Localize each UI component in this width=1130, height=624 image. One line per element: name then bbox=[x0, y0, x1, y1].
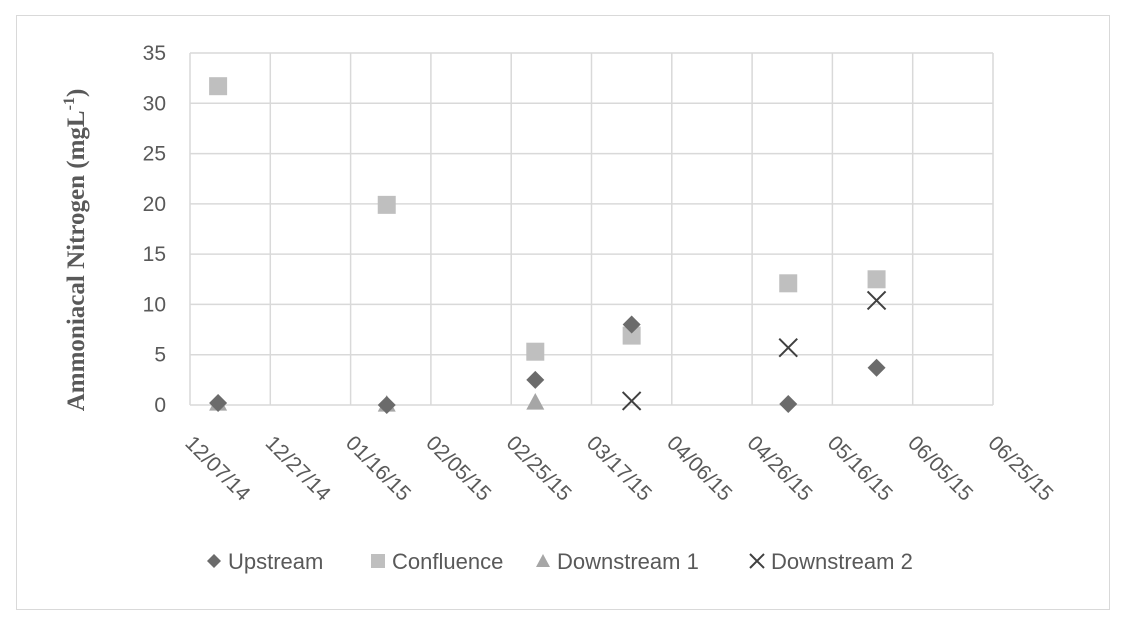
data-points bbox=[209, 77, 887, 414]
point-upstream bbox=[779, 394, 798, 413]
point-confluence bbox=[779, 274, 798, 293]
x-tick-label: 04/26/15 bbox=[743, 432, 817, 506]
point-downstream-2 bbox=[621, 391, 642, 411]
x-tick-label: 05/16/15 bbox=[823, 432, 897, 506]
y-tick-label: 5 bbox=[154, 344, 166, 367]
y-tick-label: 35 bbox=[143, 42, 166, 65]
y-axis-label-close: ) bbox=[63, 89, 90, 97]
x-tick-label: 04/06/15 bbox=[662, 432, 736, 506]
legend-marker-downstream-2 bbox=[749, 553, 765, 569]
point-confluence bbox=[867, 270, 886, 289]
point-upstream bbox=[377, 396, 396, 414]
x-tick-labels: 12/07/14 12/27/14 01/16/15 02/05/15 02/25/15… bbox=[180, 432, 1057, 506]
y-tick-label: 0 bbox=[154, 394, 166, 417]
y-tick-label: 20 bbox=[143, 193, 166, 216]
legend-label-confluence: Confluence bbox=[392, 549, 503, 574]
point-confluence bbox=[209, 77, 228, 96]
point-confluence bbox=[377, 195, 396, 214]
x-tick-label: 02/25/15 bbox=[502, 432, 576, 506]
legend-label-downstream-2: Downstream 2 bbox=[771, 549, 913, 574]
x-tick-label: 12/07/14 bbox=[180, 432, 254, 506]
x-tick-label: 03/17/15 bbox=[582, 432, 656, 506]
x-tick-label: 02/05/15 bbox=[421, 432, 495, 506]
y-tick-labels: 0 5 10 15 20 25 30 35 bbox=[143, 42, 166, 417]
chart-frame bbox=[16, 15, 1110, 610]
y-tick-label: 15 bbox=[143, 243, 166, 266]
point-upstream bbox=[209, 393, 228, 412]
point-upstream bbox=[867, 358, 886, 377]
point-upstream bbox=[526, 370, 545, 389]
y-axis-label: Ammoniacal Nitrogen (mgL-1) bbox=[61, 89, 90, 412]
point-confluence bbox=[526, 342, 545, 361]
point-downstream-1 bbox=[526, 392, 545, 410]
legend-label-downstream-1: Downstream 1 bbox=[557, 549, 699, 574]
point-confluence bbox=[622, 326, 641, 345]
x-tick-label: 06/05/15 bbox=[903, 432, 977, 506]
point-upstream bbox=[622, 315, 641, 334]
grid-lines bbox=[189, 52, 994, 406]
legend-marker-upstream bbox=[207, 554, 221, 568]
y-tick-label: 10 bbox=[143, 293, 166, 316]
legend-label-upstream: Upstream bbox=[228, 549, 323, 574]
point-downstream-2 bbox=[778, 337, 798, 358]
point-downstream-2 bbox=[866, 290, 887, 311]
x-tick-label: 01/16/15 bbox=[341, 432, 415, 506]
y-axis-label-superscript: -1 bbox=[61, 97, 78, 110]
legend-marker-confluence bbox=[371, 554, 385, 568]
legend-marker-downstream-1 bbox=[536, 554, 550, 567]
x-tick-label: 06/25/15 bbox=[983, 432, 1057, 506]
y-tick-label: 25 bbox=[143, 143, 166, 166]
y-tick-label: 30 bbox=[143, 92, 166, 115]
legend: Upstream Confluence Downstream 1 Downstream… bbox=[207, 549, 913, 574]
x-tick-label: 12/27/14 bbox=[261, 432, 335, 506]
